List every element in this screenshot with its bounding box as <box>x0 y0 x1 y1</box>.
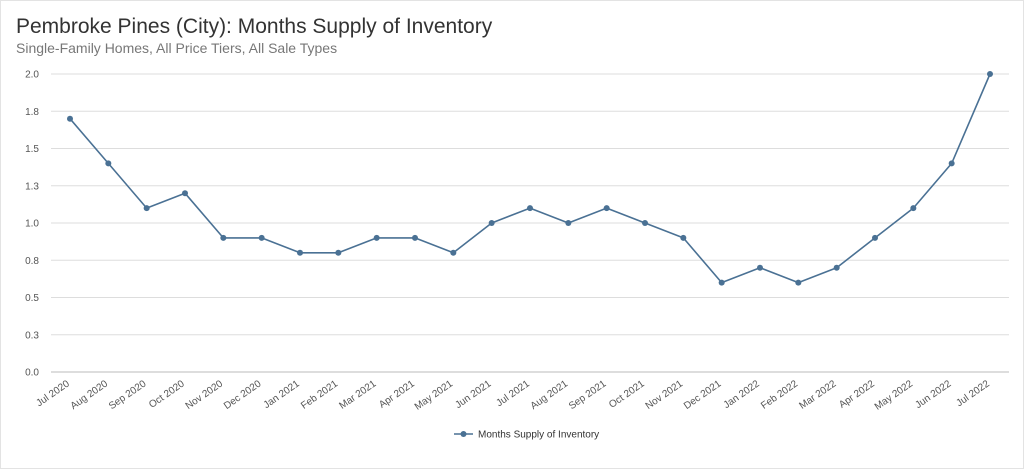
legend-label: Months Supply of Inventory <box>478 430 599 441</box>
y-tick-label: 1.0 <box>25 219 39 230</box>
x-tick-label: Jan 2021 <box>262 378 302 411</box>
data-point[interactable] <box>795 279 802 286</box>
data-point[interactable] <box>565 220 572 226</box>
x-tick-label: Nov 2020 <box>184 378 226 412</box>
series-layer <box>67 71 993 286</box>
data-point[interactable] <box>335 249 342 256</box>
series-line <box>69 73 991 284</box>
x-tick-label: Aug 2021 <box>529 378 571 412</box>
data-point[interactable] <box>412 234 418 241</box>
x-tick-label: Feb 2022 <box>759 378 800 411</box>
data-point[interactable] <box>757 264 763 271</box>
x-tick-label: Apr 2022 <box>837 378 877 411</box>
x-tick-label: Mar 2022 <box>797 378 838 411</box>
data-point[interactable] <box>527 205 533 212</box>
legend[interactable]: Months Supply of Inventory <box>454 430 599 441</box>
y-tick-label: 0.3 <box>25 330 39 341</box>
y-tick-label: 1.8 <box>25 107 39 118</box>
x-tick-label: May 2022 <box>873 378 916 412</box>
x-tick-label: Nov 2021 <box>644 378 686 412</box>
data-point[interactable] <box>182 190 188 197</box>
x-tick-label: Jul 2021 <box>494 378 532 409</box>
x-tick-label: Jul 2022 <box>954 378 992 409</box>
y-tick-label: 1.3 <box>25 181 39 192</box>
x-tick-label: Dec 2021 <box>682 378 724 412</box>
x-tick-label: Jun 2021 <box>453 378 493 411</box>
x-tick-label: Jul 2020 <box>34 378 72 409</box>
data-point[interactable] <box>67 115 73 122</box>
grid-lines <box>51 73 1009 373</box>
data-point[interactable] <box>872 234 878 241</box>
data-point[interactable] <box>297 249 303 256</box>
x-tick-label: Sep 2021 <box>567 378 609 412</box>
y-axis-ticks: 0.0 0.3 0.5 0.8 1.0 1.3 1.5 1.8 2.0 <box>25 70 39 379</box>
chart-title: Pembroke Pines (City): Months Supply of … <box>16 15 493 38</box>
data-point[interactable] <box>603 205 610 212</box>
data-point[interactable] <box>258 234 265 241</box>
data-point[interactable] <box>220 234 227 241</box>
x-tick-label: Oct 2021 <box>607 378 647 411</box>
data-point[interactable] <box>143 205 150 212</box>
y-tick-label: 1.5 <box>25 144 39 155</box>
x-tick-label: May 2021 <box>413 378 456 412</box>
data-point[interactable] <box>450 249 457 256</box>
y-tick-label: 0.8 <box>25 256 39 267</box>
data-point[interactable] <box>488 220 495 226</box>
legend-marker <box>460 431 467 437</box>
x-tick-label: Jun 2022 <box>913 378 953 411</box>
data-point[interactable] <box>642 220 648 226</box>
x-tick-label: Feb 2021 <box>299 378 340 411</box>
x-tick-label: Jan 2022 <box>722 378 762 411</box>
x-tick-label: Mar 2021 <box>337 378 378 411</box>
data-point[interactable] <box>373 234 380 241</box>
x-tick-label: Sep 2020 <box>107 378 149 412</box>
data-point[interactable] <box>680 234 687 241</box>
data-point[interactable] <box>105 160 112 167</box>
data-point[interactable] <box>718 279 725 286</box>
x-tick-label: Oct 2020 <box>147 378 187 411</box>
x-tick-label: Dec 2020 <box>222 378 264 412</box>
y-tick-label: 0.5 <box>25 293 39 304</box>
data-point[interactable] <box>833 264 840 271</box>
data-point[interactable] <box>910 205 917 212</box>
y-tick-label: 2.0 <box>25 70 39 81</box>
x-tick-label: Aug 2020 <box>69 378 111 412</box>
data-point[interactable] <box>948 160 955 167</box>
x-tick-label: Apr 2021 <box>377 378 417 411</box>
chart-subtitle: Single-Family Homes, All Price Tiers, Al… <box>16 40 338 56</box>
y-tick-label: 0.0 <box>25 368 39 379</box>
data-point[interactable] <box>987 71 993 77</box>
